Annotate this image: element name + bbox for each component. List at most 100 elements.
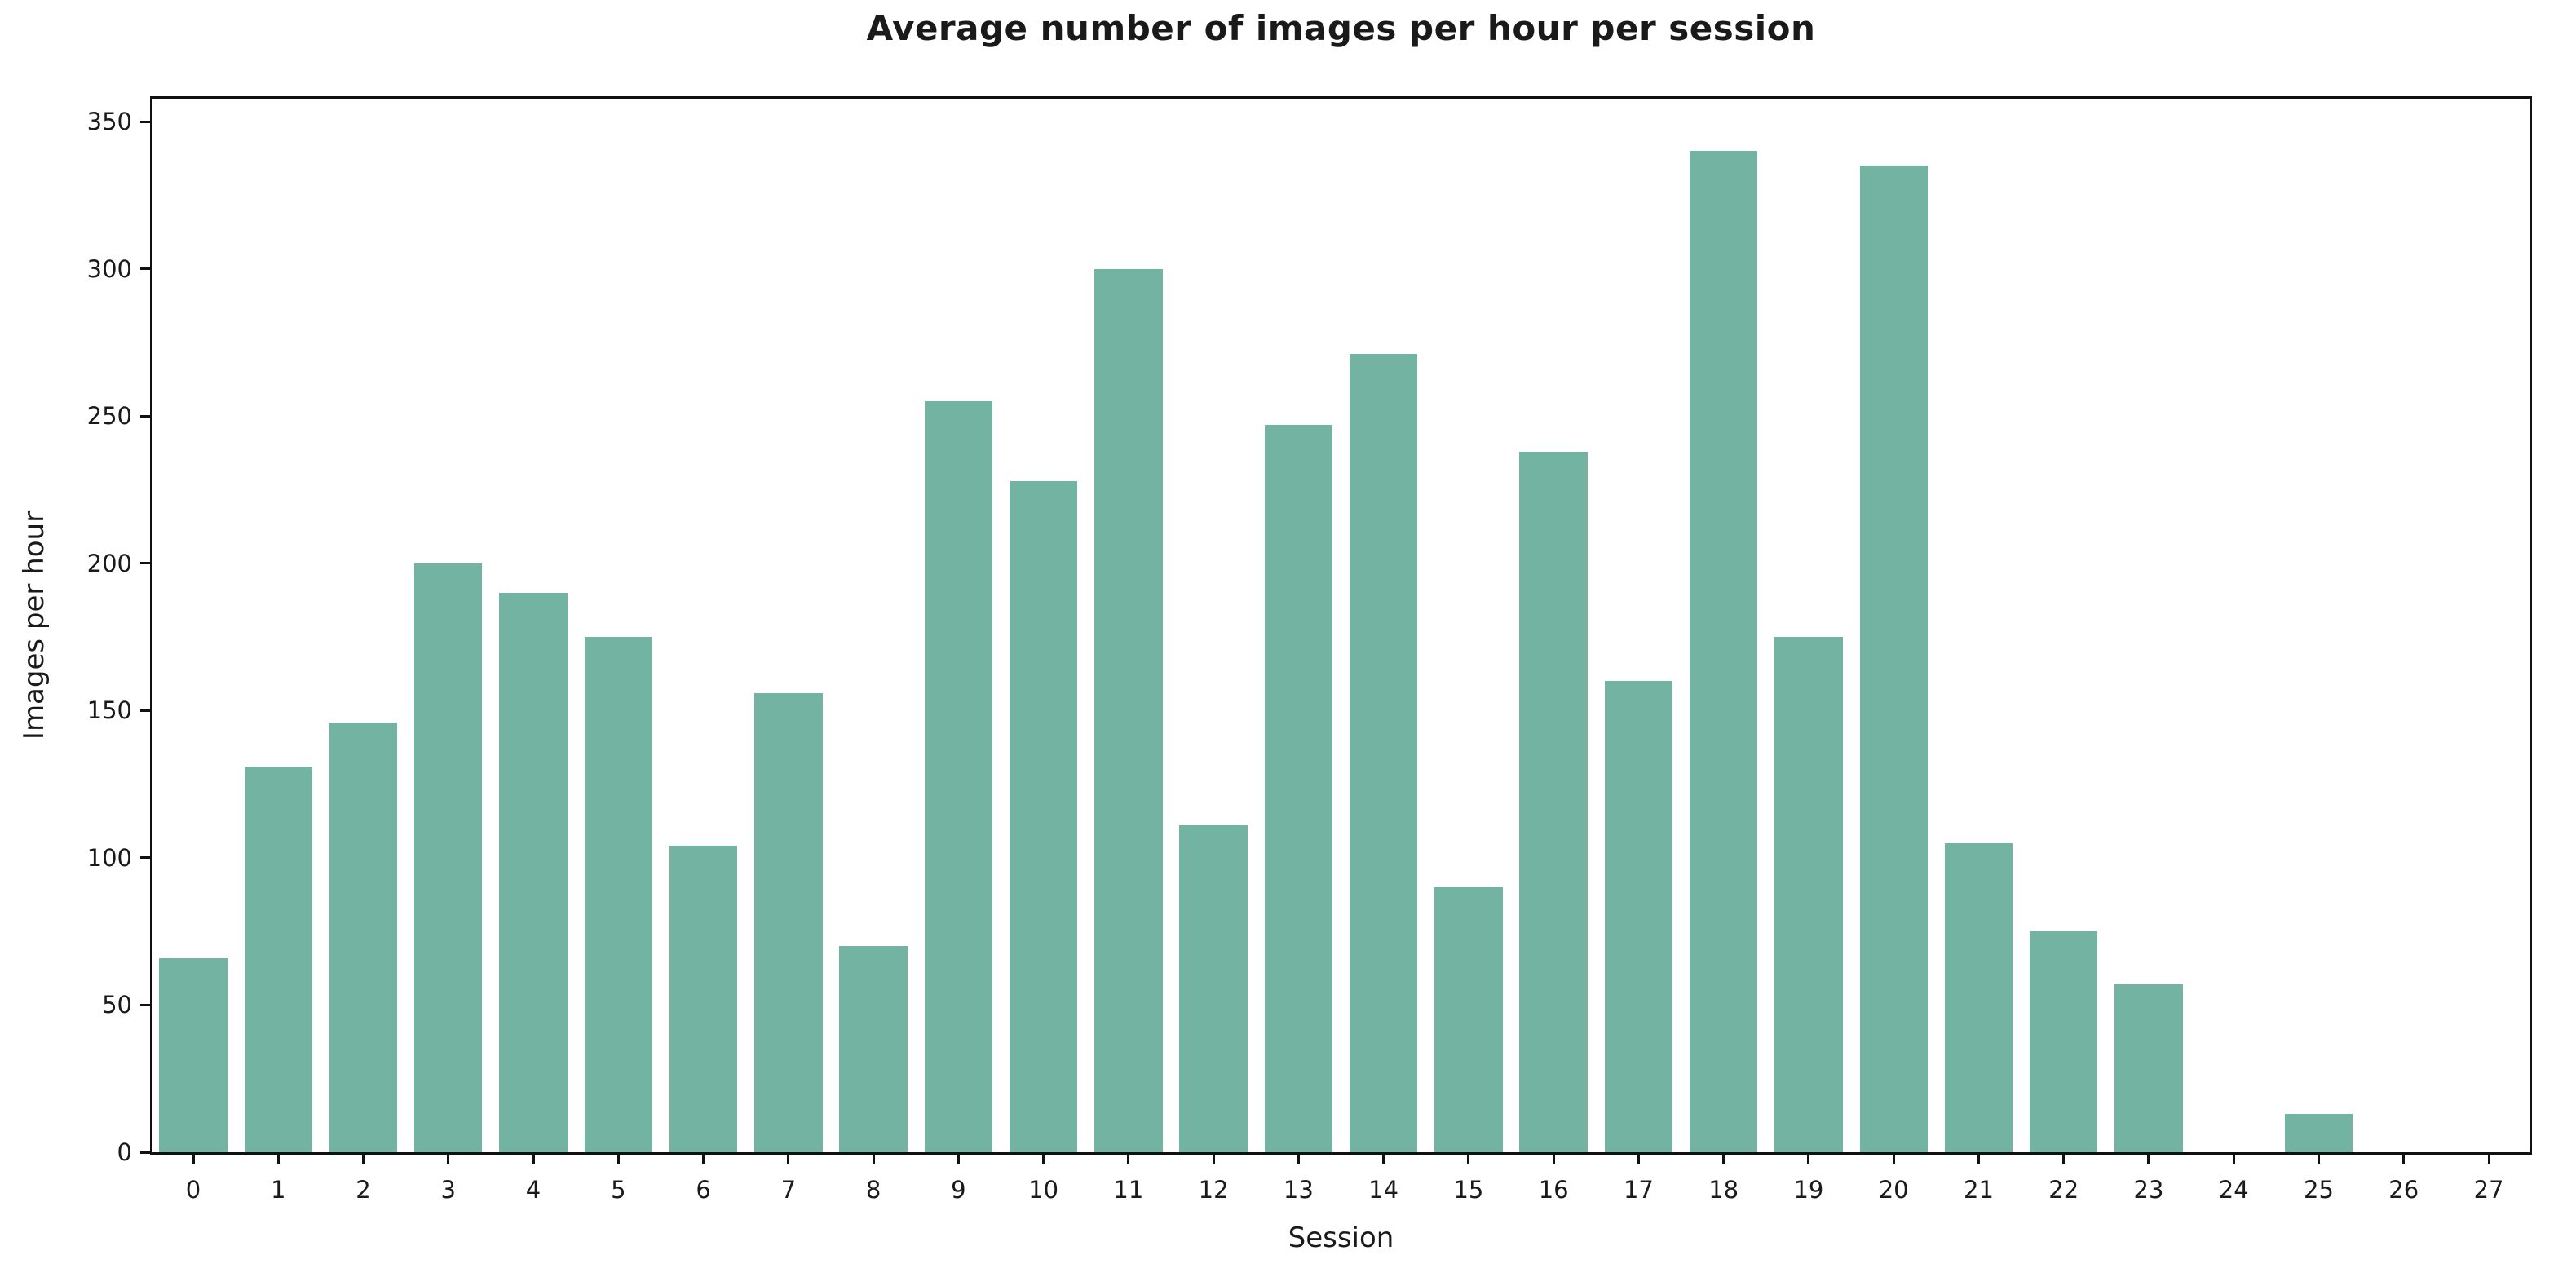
y-tick-label-150: 150 [86, 696, 132, 725]
y-tick-mark-250 [140, 414, 150, 418]
x-tick-label-0: 0 [185, 1176, 201, 1204]
x-tick-label-20: 20 [1878, 1176, 1909, 1204]
x-tick-mark-27 [2487, 1155, 2490, 1164]
y-tick-mark-0 [140, 1151, 150, 1154]
x-tick-label-18: 18 [1708, 1176, 1739, 1204]
y-tick-mark-300 [140, 267, 150, 271]
x-tick-label-25: 25 [2304, 1176, 2334, 1204]
x-tick-mark-18 [1722, 1155, 1725, 1164]
x-tick-mark-23 [2147, 1155, 2150, 1164]
x-tick-mark-5 [616, 1155, 620, 1164]
bar-session-5 [584, 637, 652, 1152]
bar-session-19 [1774, 637, 1843, 1152]
x-tick-label-1: 1 [271, 1176, 286, 1204]
bar-session-22 [2030, 931, 2098, 1152]
x-tick-label-14: 14 [1368, 1176, 1399, 1204]
x-tick-mark-10 [1042, 1155, 1045, 1164]
x-tick-mark-8 [872, 1155, 875, 1164]
x-tick-label-21: 21 [1964, 1176, 1994, 1204]
y-tick-label-250: 250 [86, 402, 132, 431]
x-tick-label-8: 8 [865, 1176, 881, 1204]
x-tick-mark-25 [2318, 1155, 2320, 1164]
x-tick-mark-1 [276, 1155, 280, 1164]
x-tick-label-2: 2 [356, 1176, 371, 1204]
x-tick-mark-16 [1552, 1155, 1555, 1164]
x-tick-label-9: 9 [951, 1176, 966, 1204]
y-tick-label-300: 300 [86, 254, 132, 283]
x-tick-mark-6 [702, 1155, 705, 1164]
plot-area [152, 99, 2530, 1152]
x-tick-label-5: 5 [611, 1176, 626, 1204]
x-tick-mark-19 [1807, 1155, 1810, 1164]
x-tick-mark-7 [787, 1155, 790, 1164]
x-tick-mark-26 [2402, 1155, 2406, 1164]
bar-session-21 [1944, 842, 2013, 1152]
x-tick-label-17: 17 [1623, 1176, 1654, 1204]
x-tick-mark-13 [1297, 1155, 1300, 1164]
bar-session-25 [2284, 1114, 2353, 1152]
x-tick-mark-22 [2062, 1155, 2066, 1164]
x-tick-mark-17 [1637, 1155, 1640, 1164]
x-tick-label-3: 3 [440, 1176, 456, 1204]
bar-session-18 [1689, 151, 1758, 1152]
y-tick-label-350: 350 [86, 108, 132, 136]
x-tick-label-24: 24 [2218, 1176, 2249, 1204]
x-tick-label-4: 4 [525, 1176, 541, 1204]
x-tick-label-19: 19 [1793, 1176, 1824, 1204]
x-tick-mark-15 [1467, 1155, 1470, 1164]
x-tick-label-11: 11 [1113, 1176, 1144, 1204]
x-tick-label-27: 27 [2473, 1176, 2504, 1204]
bar-session-10 [1009, 480, 1078, 1152]
y-tick-mark-50 [140, 1003, 150, 1006]
x-tick-mark-3 [447, 1155, 450, 1164]
bar-session-6 [669, 846, 738, 1152]
x-tick-label-16: 16 [1538, 1176, 1569, 1204]
bar-session-13 [1264, 425, 1333, 1152]
bar-session-0 [159, 957, 228, 1152]
bar-session-7 [754, 692, 823, 1152]
x-tick-label-10: 10 [1028, 1176, 1059, 1204]
x-axis-label: Session [1288, 1222, 1394, 1254]
y-tick-label-0: 0 [117, 1138, 132, 1166]
chart-title: Average number of images per hour per se… [866, 8, 1816, 48]
bar-session-16 [1519, 451, 1588, 1152]
x-tick-mark-0 [192, 1155, 195, 1164]
x-tick-label-12: 12 [1198, 1176, 1229, 1204]
bar-session-9 [924, 401, 993, 1152]
y-tick-label-200: 200 [86, 549, 132, 577]
bar-session-2 [329, 722, 398, 1152]
x-tick-mark-9 [957, 1155, 960, 1164]
x-tick-mark-20 [1892, 1155, 1895, 1164]
plot-frame [150, 96, 2532, 1155]
y-tick-mark-200 [140, 562, 150, 565]
y-axis-label: Images per hour [18, 510, 51, 740]
x-tick-mark-12 [1212, 1155, 1215, 1164]
x-tick-mark-2 [362, 1155, 365, 1164]
x-tick-mark-11 [1127, 1155, 1130, 1164]
y-tick-label-100: 100 [86, 843, 132, 872]
bar-session-11 [1094, 268, 1163, 1152]
bar-session-23 [2114, 984, 2183, 1152]
x-tick-label-13: 13 [1283, 1176, 1314, 1204]
x-tick-label-6: 6 [696, 1176, 711, 1204]
y-tick-label-50: 50 [102, 991, 132, 1019]
bar-session-15 [1434, 887, 1503, 1152]
bar-session-1 [244, 766, 312, 1152]
x-tick-mark-14 [1382, 1155, 1385, 1164]
y-tick-mark-350 [140, 120, 150, 123]
bar-session-14 [1349, 354, 1418, 1152]
x-tick-label-15: 15 [1453, 1176, 1484, 1204]
bar-session-17 [1604, 681, 1673, 1152]
x-tick-mark-21 [1977, 1155, 1980, 1164]
bar-session-20 [1859, 166, 1928, 1152]
bar-session-12 [1179, 825, 1248, 1152]
y-tick-mark-100 [140, 856, 150, 860]
x-tick-label-7: 7 [780, 1176, 797, 1204]
x-tick-mark-4 [532, 1155, 535, 1164]
x-tick-label-23: 23 [2133, 1176, 2164, 1204]
x-tick-label-26: 26 [2388, 1176, 2419, 1204]
x-tick-mark-24 [2232, 1155, 2235, 1164]
bar-session-4 [499, 592, 568, 1152]
y-tick-mark-150 [140, 709, 150, 712]
